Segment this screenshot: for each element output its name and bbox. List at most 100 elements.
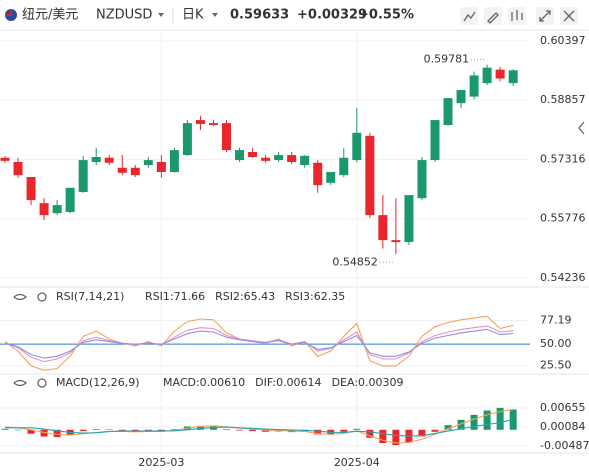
y-tick-label: 77.19 (540, 314, 572, 327)
macd-bar (170, 429, 178, 430)
gear-icon[interactable] (37, 292, 47, 302)
eye-icon[interactable] (13, 379, 28, 387)
macd-bar (40, 429, 48, 437)
macd-bar (457, 419, 465, 430)
y-tick-label: 25.50 (540, 358, 572, 371)
candle-body (430, 120, 440, 161)
candle-body (39, 203, 49, 216)
candle-body (365, 135, 375, 216)
macd-bar (366, 429, 374, 438)
eye-icon[interactable] (13, 293, 28, 301)
macd-bar (444, 425, 452, 430)
candle-body (417, 160, 427, 199)
macd-bar (483, 410, 491, 430)
dropdown-arrow (212, 13, 218, 17)
change: +0.00329 (297, 8, 367, 23)
candle-body (169, 150, 179, 173)
macd-bar (496, 407, 504, 430)
indicator-title: MACD(12,26,9) (56, 376, 140, 389)
macd-bar (27, 429, 35, 434)
macd-bar (418, 429, 426, 437)
candle-body (391, 240, 401, 243)
macd-header: MACD(12,26,9) (13, 376, 140, 389)
macd-bar (14, 429, 22, 431)
candle-body (248, 151, 258, 157)
macd-bar (262, 429, 270, 432)
candle-body (235, 150, 245, 161)
candle-body (482, 67, 492, 84)
candle-body (378, 215, 388, 241)
collapse-arrow[interactable] (578, 121, 585, 135)
legend-entry: RSI1:71.66 (145, 290, 205, 303)
indicator-title: RSI(7,14,21) (56, 290, 124, 303)
candle-body (65, 187, 75, 213)
x-tick-label: 2025-03 (138, 456, 184, 469)
period[interactable]: 日K (182, 8, 204, 23)
candle-body (117, 167, 127, 173)
macd-bar (314, 429, 322, 435)
macd-bar (79, 429, 87, 432)
candle-body (143, 160, 153, 166)
candle-body (352, 132, 362, 161)
tool-icon (511, 10, 523, 21)
extreme-label: 0.59781 (424, 53, 470, 66)
tool-icon (539, 10, 551, 22)
y-tick-label: 0.00084 (540, 420, 586, 433)
macd-bar (223, 429, 231, 430)
candle-body (13, 162, 23, 176)
candle-body (456, 90, 466, 104)
macd-bar (209, 426, 217, 430)
macd-bar (131, 429, 139, 432)
y-tick-label: 50.00 (540, 337, 572, 350)
macd-line (4, 418, 514, 437)
candle-body (0, 157, 10, 161)
candle-body (443, 98, 453, 126)
name-cn: 纽元/美元 (22, 8, 78, 23)
candle-body (156, 162, 166, 173)
legend-entry: DEA:0.00309 (332, 376, 404, 389)
toolbar[interactable] (460, 7, 578, 25)
macd-bar (236, 429, 244, 431)
legend-entry: RSI2:65.43 (215, 290, 275, 303)
dropdown-arrow (158, 13, 164, 17)
y-tick-label: 0.60397 (540, 34, 586, 47)
candle-body (104, 157, 114, 163)
macd-bar (105, 429, 113, 430)
y-tick-label: 0.57316 (540, 152, 586, 165)
candle-body (287, 155, 297, 163)
candle-body (130, 167, 140, 176)
tool-icon (487, 12, 499, 24)
tool-icon (563, 10, 575, 22)
y-tick-label: 0.58857 (540, 93, 586, 106)
macd-bar (196, 425, 204, 430)
candle-body (78, 160, 88, 193)
legend-entry: MACD:0.00610 (163, 376, 245, 389)
macd-bar (1, 428, 9, 430)
flag-cross (5, 9, 12, 16)
candle-body (26, 177, 36, 201)
price: 0.59633 (230, 8, 289, 23)
candle-body (208, 123, 218, 126)
header: 纽元/美元 NZDUSD 日K 0.59633 +0.00329 +0.55% (5, 7, 578, 25)
macd-bar (92, 429, 100, 430)
rsi-header: RSI(7,14,21) (13, 290, 124, 303)
macd-bar (340, 429, 348, 432)
candle-body (195, 120, 205, 124)
candle-body (261, 157, 271, 161)
macd-bar (249, 429, 257, 432)
legend-entry: DIF:0.00614 (255, 376, 321, 389)
candle-body (404, 195, 414, 243)
macd-bar (431, 429, 439, 432)
candle-body (52, 205, 62, 214)
symbol[interactable]: NZDUSD (96, 8, 152, 23)
macd-bar (379, 429, 387, 444)
candle-body (313, 162, 323, 186)
candle-body (339, 157, 349, 176)
x-tick-label: 2025-04 (334, 456, 380, 469)
change-pct: +0.55% (358, 8, 414, 23)
extreme-label: 0.54852 (332, 255, 378, 268)
gear-icon[interactable] (37, 378, 47, 388)
candle-body (182, 123, 192, 156)
candle-body (508, 70, 518, 84)
macd-bar (392, 429, 400, 446)
